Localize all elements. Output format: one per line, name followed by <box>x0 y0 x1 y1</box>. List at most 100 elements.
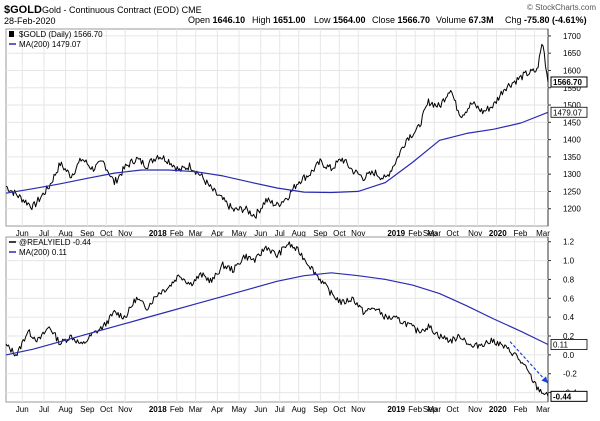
header-symbol: $GOLD <box>4 4 42 16</box>
y-tick-label: 1.0 <box>563 257 575 266</box>
x-tick-label: Jul <box>275 405 285 414</box>
svg-text:Open 1646.10: Open 1646.10 <box>188 15 245 25</box>
last-value-box <box>550 76 588 88</box>
svg-text:Chg -75.80 (-4.61%): Chg -75.80 (-4.61%) <box>505 15 587 25</box>
real-yield-x-axis: Jun Jul Aug Sep Oct Nov 2018 Feb Mar Apr May Jun Jul… <box>16 405 550 414</box>
x-tick-label: Mar <box>536 405 550 414</box>
x-tick-label: 2019 <box>387 229 405 238</box>
y-tick-label: 1500 <box>563 101 581 110</box>
x-tick-label: 2020 <box>489 405 507 414</box>
y-tick-label: 0.0 <box>563 351 575 360</box>
header-ohlc: Open 1646.10 High 1651.00 Low 1564.00 Cl… <box>188 15 587 25</box>
x-tick-label: Oct <box>333 405 346 414</box>
x-tick-label: Aug <box>292 405 306 414</box>
x-tick-label: Mar <box>427 405 441 414</box>
x-tick-label: Mar <box>536 229 550 238</box>
last-value-label: 0.11 <box>553 340 569 349</box>
x-tick-label: May <box>231 229 246 238</box>
x-tick-label: Aug <box>292 229 306 238</box>
x-tick-label: Jun <box>16 405 29 414</box>
watermark: © StockCharts.com <box>527 3 596 12</box>
y-tick-label: 1650 <box>563 49 581 58</box>
header-description: Gold - Continuous Contract (EOD) CME <box>42 5 202 15</box>
x-tick-label: Nov <box>351 229 365 238</box>
x-tick-label: Feb <box>408 405 422 414</box>
x-tick-label: Jun <box>16 229 29 238</box>
x-tick-label: Jul <box>39 229 49 238</box>
real-yield-panel: -0.4-0.20.00.20.40.60.81.01.2@REALYIELD … <box>5 236 588 403</box>
x-tick-label: Jul <box>275 229 285 238</box>
y-tick-label: 0.4 <box>563 313 575 322</box>
x-tick-label: Nov <box>118 405 132 414</box>
last-value-box <box>550 339 588 350</box>
legend-entry: MA(200) 0.11 <box>19 248 67 257</box>
x-tick-label: Nov <box>468 405 482 414</box>
y-tick-label: 1700 <box>563 32 581 41</box>
price-series-line <box>5 43 549 219</box>
x-tick-label: Sep <box>423 229 438 238</box>
y-tick-label: -0.2 <box>563 370 577 379</box>
x-tick-label: Jun <box>254 229 267 238</box>
x-tick-label: Sep <box>80 229 95 238</box>
x-tick-label: Sep <box>313 229 328 238</box>
x-tick-label: Feb <box>170 229 184 238</box>
x-tick-label: 2018 <box>149 229 167 238</box>
svg-text:Low 1564.00: Low 1564.00 <box>314 15 366 25</box>
x-tick-label: Feb <box>408 229 422 238</box>
x-tick-label: Sep <box>80 405 95 414</box>
trend-arrow-head <box>541 376 548 384</box>
y-tick-label: 1350 <box>563 153 581 162</box>
ma200-series-line <box>5 272 549 356</box>
x-tick-label: Oct <box>446 229 459 238</box>
y-tick-label: 1400 <box>563 136 581 145</box>
trend-arrow-line <box>509 341 549 384</box>
ma200-series-line <box>5 111 549 194</box>
legend-entry: MA(200) 1479.07 <box>19 40 81 49</box>
x-tick-label: Nov <box>468 229 482 238</box>
gold-price-panel: 1200 1250 1300 1350 1400 1450 1500 1550 1600 1650… <box>5 28 588 227</box>
last-value-label: -0.44 <box>553 392 572 401</box>
x-tick-label: Apr <box>211 229 224 238</box>
svg-text:High 1651.00: High 1651.00 <box>252 15 306 25</box>
x-tick-label: Mar <box>189 229 203 238</box>
x-tick-label: Oct <box>100 405 113 414</box>
y-tick-label: 1200 <box>563 205 581 214</box>
x-tick-label: Mar <box>427 229 441 238</box>
x-tick-label: Sep <box>423 405 438 414</box>
y-tick-label: 1550 <box>563 84 581 93</box>
last-value-label: 1479.07 <box>553 108 582 117</box>
x-tick-label: Mar <box>189 405 203 414</box>
last-value-box <box>550 106 588 118</box>
x-tick-label: Feb <box>170 405 184 414</box>
x-tick-label: Nov <box>118 229 132 238</box>
y-tick-label: 0.8 <box>563 275 575 284</box>
x-tick-label: May <box>231 405 246 414</box>
y-tick-label: 1.2 <box>563 238 575 247</box>
y-tick-label: 0.2 <box>563 332 575 341</box>
svg-text:Volume 67.3M: Volume 67.3M <box>436 15 494 25</box>
y-tick-label: 1450 <box>563 118 581 127</box>
x-tick-label: Apr <box>211 405 224 414</box>
legend-entry: $GOLD (Daily) 1566.70 <box>19 30 103 39</box>
x-tick-label: Oct <box>100 229 113 238</box>
last-value-box <box>550 390 588 402</box>
y-tick-label: 0.6 <box>563 294 575 303</box>
x-tick-label: Aug <box>59 229 73 238</box>
x-tick-label: Feb <box>514 229 528 238</box>
x-tick-label: Feb <box>514 405 528 414</box>
candle-legend-icon <box>9 31 14 37</box>
x-tick-label: Oct <box>333 229 346 238</box>
y-tick-label: 1600 <box>563 66 581 75</box>
svg-text:Close 1566.70: Close 1566.70 <box>372 15 430 25</box>
x-tick-label: 2019 <box>387 405 405 414</box>
x-tick-label: Oct <box>446 405 459 414</box>
x-tick-label: Sep <box>313 405 328 414</box>
x-tick-label: Nov <box>351 405 365 414</box>
gold-x-axis: Jun Jul Aug Sep Oct Nov 2018 Feb Mar Apr May Jun Jul… <box>16 229 550 238</box>
header-date: 28-Feb-2020 <box>4 16 56 26</box>
legend-entry: @REALYIELD -0.44 <box>19 238 92 247</box>
x-tick-label: Jul <box>39 405 49 414</box>
y-tick-label: 1250 <box>563 187 581 196</box>
y-tick-label: 1300 <box>563 170 581 179</box>
